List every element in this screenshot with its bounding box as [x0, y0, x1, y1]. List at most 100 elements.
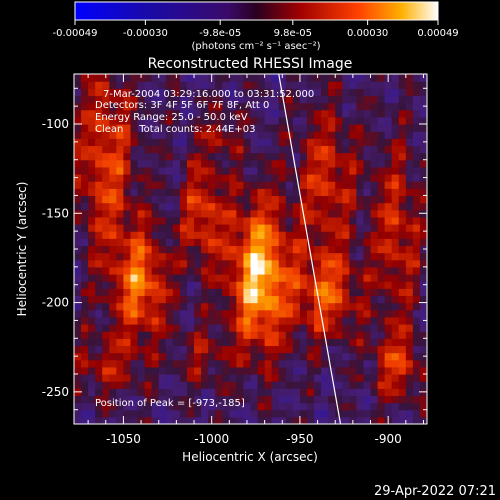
heatmap-cell	[321, 381, 329, 389]
heatmap-cell	[165, 216, 174, 225]
heatmap-cell	[363, 159, 372, 168]
heatmap-cell	[285, 116, 294, 125]
heatmap-cell	[172, 345, 181, 354]
heatmap-cell	[123, 302, 132, 311]
heatmap-cell	[222, 109, 230, 118]
heatmap-cell	[172, 195, 181, 204]
heatmap-cell	[285, 138, 294, 147]
heatmap-cell	[377, 95, 386, 104]
heatmap-cell	[201, 116, 209, 125]
heatmap-cell	[278, 216, 287, 225]
heatmap-cell	[102, 209, 110, 218]
heatmap-cell	[137, 138, 146, 147]
heatmap-cell	[151, 316, 160, 325]
heatmap-cell	[179, 202, 188, 211]
heatmap-cell	[285, 188, 294, 197]
heatmap-cell	[186, 159, 195, 168]
heatmap-cell	[194, 259, 202, 268]
heatmap-cell	[222, 216, 230, 225]
heatmap-cell	[109, 352, 117, 361]
heatmap-cell	[208, 131, 216, 139]
heatmap-cell	[229, 402, 237, 411]
heatmap-cell	[158, 252, 167, 261]
heatmap-cell	[102, 366, 110, 375]
heatmap-cell	[222, 266, 230, 275]
heatmap-cell	[144, 266, 153, 275]
heatmap-cell	[116, 102, 125, 111]
heatmap-cell	[419, 338, 427, 347]
heatmap-cell	[356, 102, 365, 111]
heatmap-cell	[172, 395, 181, 404]
heatmap-cell	[215, 124, 223, 132]
heatmap-cell	[81, 152, 89, 161]
heatmap-cell	[342, 388, 350, 397]
heatmap-cell	[222, 345, 230, 354]
heatmap-cell	[384, 195, 393, 204]
heatmap-cell	[201, 74, 209, 82]
heatmap-cell	[278, 259, 287, 268]
heatmap-cell	[335, 238, 343, 247]
heatmap-cell	[419, 395, 427, 404]
heatmap-cell	[102, 302, 110, 311]
heatmap-cell	[299, 181, 308, 189]
heatmap-cell	[264, 295, 273, 304]
heatmap-cell	[370, 309, 379, 318]
heatmap-cell	[356, 266, 365, 275]
heatmap-cell	[165, 338, 174, 347]
heatmap-cell	[328, 309, 336, 318]
heatmap-cell	[328, 345, 336, 354]
heatmap-cell	[144, 174, 153, 182]
heatmap-cell	[194, 295, 202, 304]
heatmap-cell	[172, 102, 181, 111]
heatmap-cell	[363, 131, 372, 139]
heatmap-cell	[419, 324, 427, 332]
heatmap-cell	[349, 202, 357, 211]
heatmap-cell	[102, 81, 110, 89]
heatmap-cell	[144, 402, 153, 411]
heatmap-cell	[384, 331, 393, 339]
heatmap-cell	[88, 238, 96, 247]
heatmap-cell	[363, 338, 372, 347]
heatmap-cell	[370, 109, 379, 118]
heatmap-cell	[398, 181, 407, 189]
heatmap-cell	[278, 88, 287, 97]
heatmap-cell	[194, 81, 202, 89]
heatmap-cell	[130, 281, 139, 289]
heatmap-cell	[201, 102, 209, 111]
heatmap-cell	[391, 195, 400, 204]
heatmap-cell	[179, 209, 188, 218]
heatmap-cell	[116, 395, 125, 404]
heatmap-cell	[158, 345, 167, 354]
heatmap-cell	[321, 409, 329, 418]
heatmap-cell	[271, 224, 280, 232]
heatmap-cell	[74, 188, 82, 197]
heatmap-cell	[179, 74, 188, 82]
heatmap-cell	[278, 245, 287, 254]
heatmap-cell	[95, 366, 103, 375]
heatmap-cell	[299, 224, 308, 232]
heatmap-cell	[405, 88, 414, 97]
heatmap-cell	[229, 259, 237, 268]
heatmap-cell	[194, 409, 202, 418]
heatmap-cell	[370, 131, 379, 139]
heatmap-cell	[264, 188, 273, 197]
heatmap-cell	[264, 209, 273, 218]
heatmap-cell	[172, 216, 181, 225]
heatmap-cell	[229, 102, 237, 111]
heatmap-cell	[186, 102, 195, 111]
heatmap-cell	[391, 388, 400, 397]
heatmap-cell	[144, 352, 153, 361]
heatmap-cell	[102, 359, 110, 368]
heatmap-cell	[299, 288, 308, 297]
heatmap-cell	[264, 74, 273, 82]
heatmap-cell	[215, 309, 223, 318]
heatmap-cell	[384, 202, 393, 211]
heatmap-cell	[328, 252, 336, 261]
heatmap-cell	[328, 402, 336, 411]
heatmap-cell	[144, 388, 153, 397]
heatmap-cell	[194, 245, 202, 254]
heatmap-cell	[419, 152, 427, 161]
heatmap-cell	[109, 324, 117, 332]
heatmap-cell	[412, 252, 421, 261]
heatmap-cell	[130, 395, 139, 404]
